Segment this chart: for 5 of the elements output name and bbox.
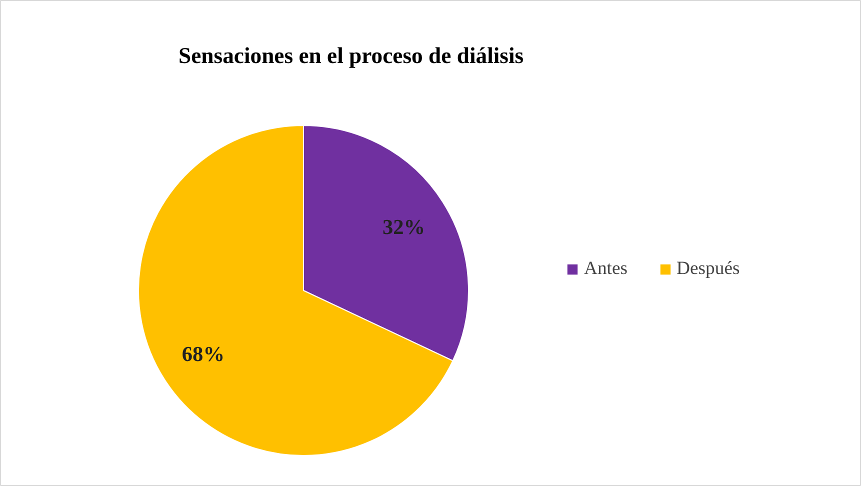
legend-label: Después <box>676 258 740 280</box>
data-label: 32% <box>382 214 426 239</box>
data-label: 68% <box>182 342 225 366</box>
legend-label: Antes <box>584 258 628 280</box>
chart-title: Sensaciones en el proceso de diálisis <box>178 43 524 68</box>
